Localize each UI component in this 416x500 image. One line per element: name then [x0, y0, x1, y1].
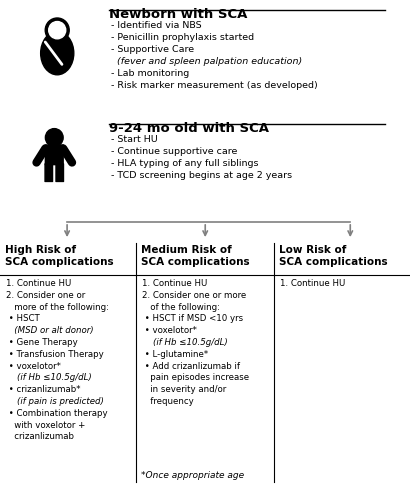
Text: - Penicillin prophylaxis started: - Penicillin prophylaxis started	[111, 33, 254, 42]
Text: - Supportive Care: - Supportive Care	[111, 45, 193, 54]
Text: in severity and/or: in severity and/or	[142, 385, 226, 394]
Text: • Add crizanlizumab if: • Add crizanlizumab if	[142, 362, 240, 370]
Text: 2. Consider one or more: 2. Consider one or more	[142, 291, 246, 300]
Circle shape	[45, 128, 63, 146]
Text: 1. Continue HU: 1. Continue HU	[6, 279, 71, 288]
Text: (if Hb ≤10.5g/dL): (if Hb ≤10.5g/dL)	[142, 338, 228, 347]
Text: pain episodes increase: pain episodes increase	[142, 374, 249, 382]
Text: more of the following:: more of the following:	[6, 302, 109, 312]
FancyBboxPatch shape	[56, 164, 64, 182]
Text: frequency: frequency	[142, 397, 194, 406]
Text: - Risk marker measurement (as developed): - Risk marker measurement (as developed)	[111, 81, 317, 90]
Text: (if pain is predicted): (if pain is predicted)	[6, 397, 104, 406]
Text: 2. Consider one or: 2. Consider one or	[6, 291, 85, 300]
Text: 1. Continue HU: 1. Continue HU	[280, 279, 346, 288]
Ellipse shape	[41, 32, 74, 75]
Text: Medium Risk of
SCA complications: Medium Risk of SCA complications	[141, 245, 250, 268]
Text: High Risk of
SCA complications: High Risk of SCA complications	[5, 245, 114, 268]
Text: • voxelotor*: • voxelotor*	[6, 362, 61, 370]
FancyBboxPatch shape	[45, 164, 52, 182]
Text: - Identified via NBS: - Identified via NBS	[111, 21, 201, 30]
Text: Low Risk of
SCA complications: Low Risk of SCA complications	[279, 245, 388, 268]
Text: • Combination therapy: • Combination therapy	[6, 409, 108, 418]
Text: with voxelotor +: with voxelotor +	[6, 420, 85, 430]
Text: • HSCT: • HSCT	[6, 314, 42, 324]
Text: - HLA typing of any full siblings: - HLA typing of any full siblings	[111, 159, 258, 168]
Text: - Start HU: - Start HU	[111, 135, 157, 144]
Text: • L-glutamine*: • L-glutamine*	[142, 350, 208, 359]
Text: • Transfusion Therapy: • Transfusion Therapy	[6, 350, 104, 359]
FancyBboxPatch shape	[45, 145, 63, 165]
Text: 1. Continue HU: 1. Continue HU	[142, 279, 208, 288]
Text: • Gene Therapy: • Gene Therapy	[6, 338, 78, 347]
Text: of the following:: of the following:	[142, 302, 220, 312]
Text: (MSD or alt donor): (MSD or alt donor)	[6, 326, 94, 335]
Text: - Lab monitoring: - Lab monitoring	[111, 69, 189, 78]
Text: - Continue supportive care: - Continue supportive care	[111, 147, 237, 156]
Circle shape	[45, 18, 69, 42]
Text: (if Hb ≤10.5g/dL): (if Hb ≤10.5g/dL)	[6, 374, 92, 382]
Text: *Once appropriate age: *Once appropriate age	[141, 471, 244, 480]
Text: - TCD screening begins at age 2 years: - TCD screening begins at age 2 years	[111, 171, 292, 180]
Text: • voxelotor*: • voxelotor*	[142, 326, 197, 335]
Circle shape	[49, 22, 66, 39]
Text: 9-24 mo old with SCA: 9-24 mo old with SCA	[109, 122, 269, 135]
Text: • HSCT if MSD <10 yrs: • HSCT if MSD <10 yrs	[142, 314, 243, 324]
Text: • crizanlizumab*: • crizanlizumab*	[6, 385, 80, 394]
Text: crizanlizumab: crizanlizumab	[6, 432, 74, 442]
Text: (fever and spleen palpation education): (fever and spleen palpation education)	[111, 57, 302, 66]
Text: Newborn with SCA: Newborn with SCA	[109, 8, 247, 21]
